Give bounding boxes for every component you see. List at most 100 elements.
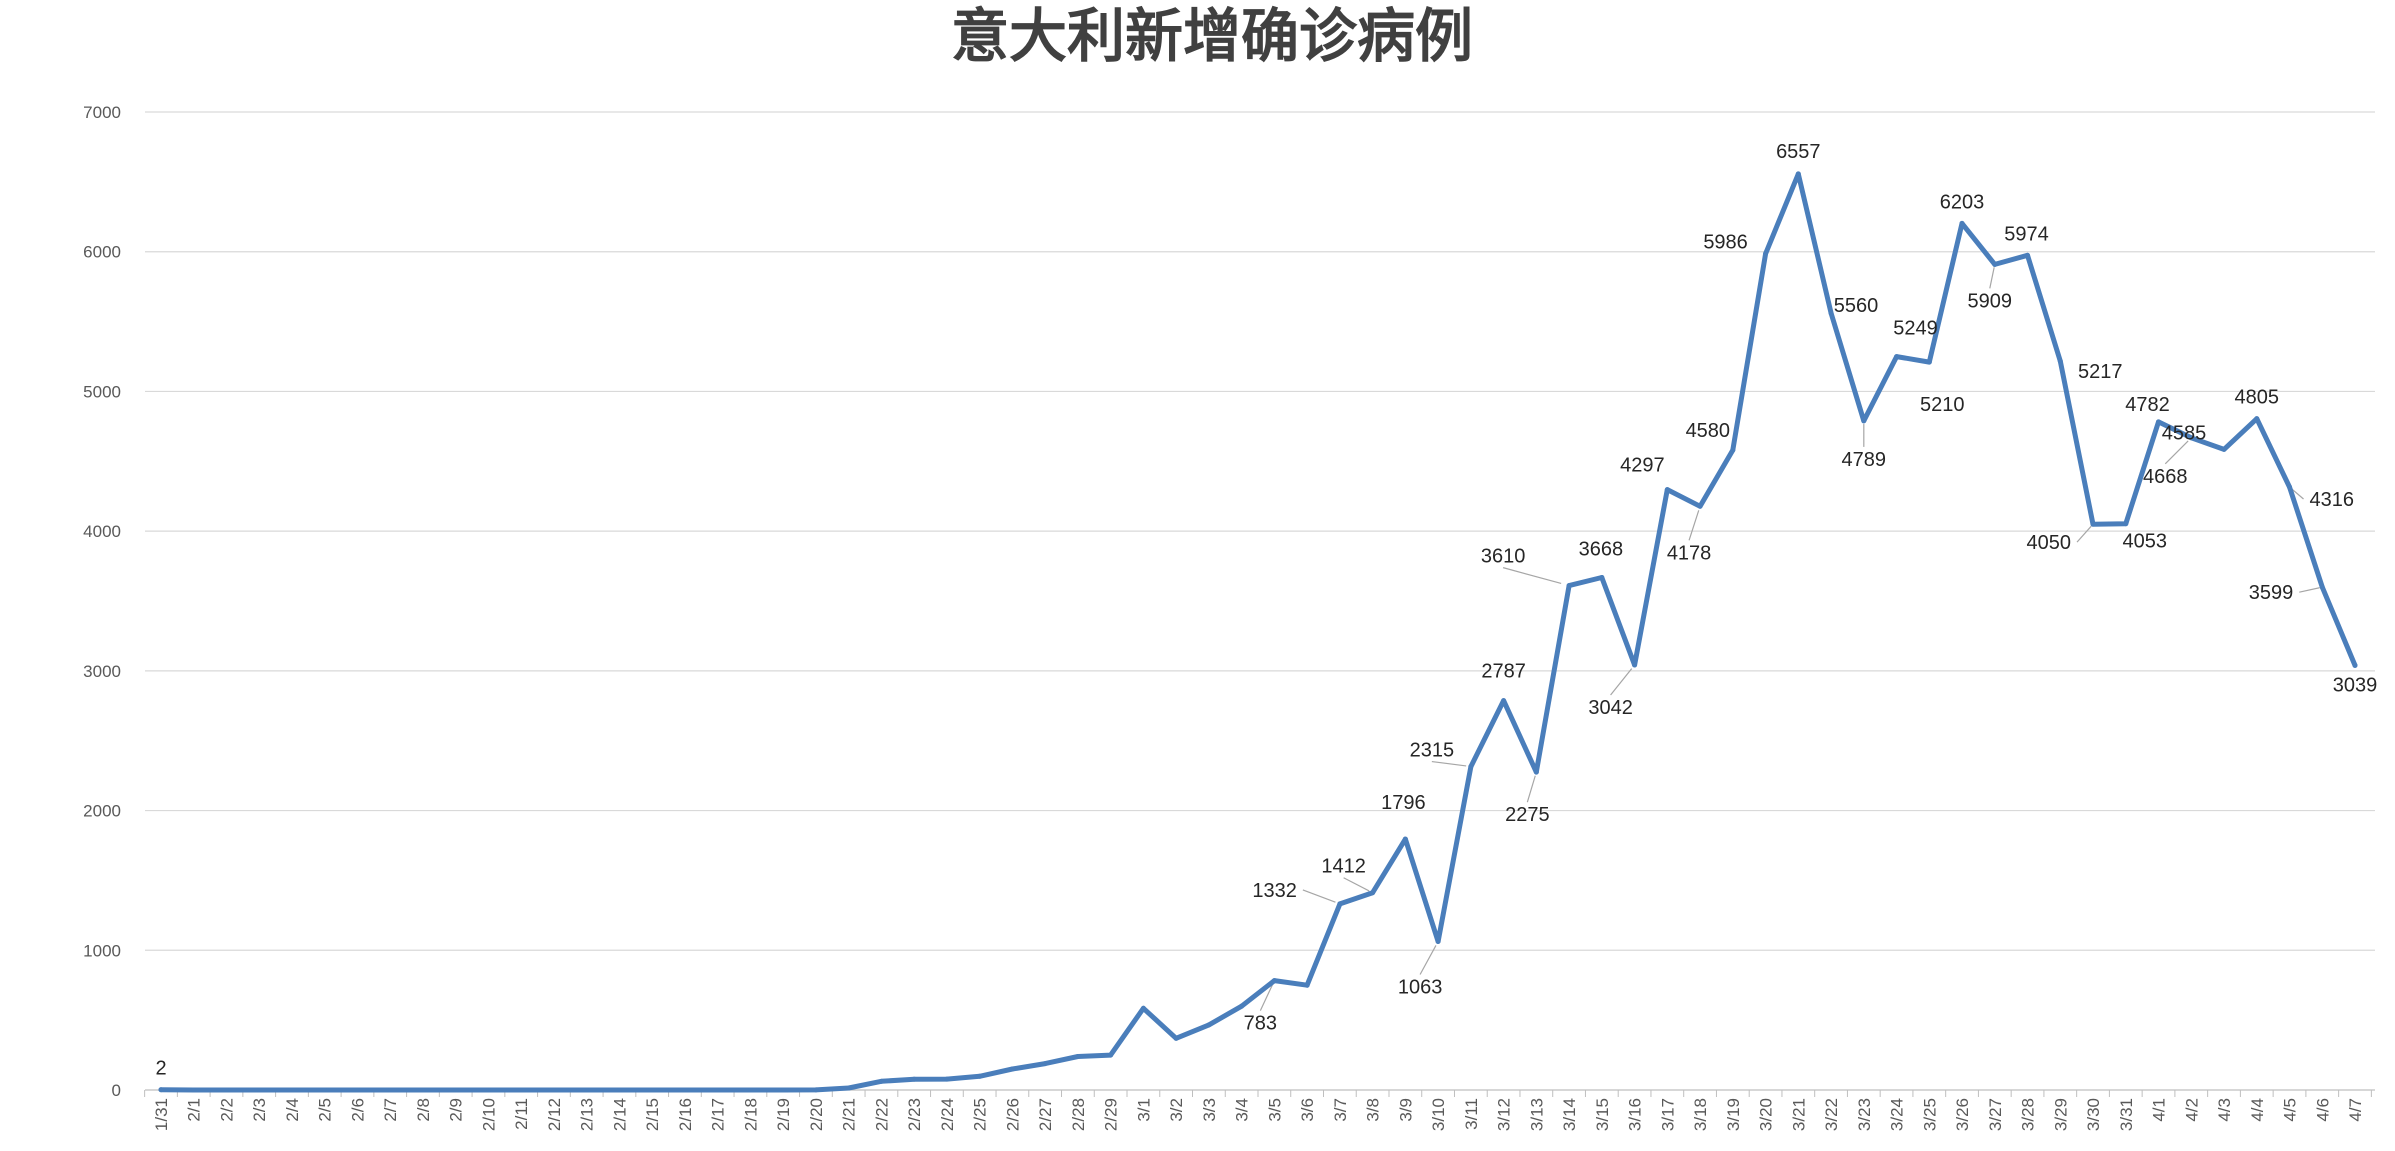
data-label: 4316: [2310, 489, 2355, 511]
data-point: [1533, 769, 1539, 775]
label-leader-line: [1431, 760, 1467, 767]
data-point: [1926, 359, 1932, 365]
data-point: [1435, 938, 1441, 944]
data-point: [1763, 251, 1769, 257]
data-label: 3599: [2249, 582, 2294, 604]
data-label: 2315: [1410, 740, 1455, 762]
data-point: [1894, 354, 1900, 360]
data-point: [322, 1087, 328, 1093]
y-tick-label: 5000: [83, 382, 121, 401]
x-tick-label: 3/12: [1495, 1098, 1514, 1131]
data-point: [223, 1087, 229, 1093]
x-tick-label: 3/24: [1888, 1098, 1907, 1131]
x-tick-label: 3/20: [1757, 1098, 1776, 1131]
x-tick-label: 3/21: [1789, 1098, 1808, 1131]
data-point: [158, 1087, 164, 1093]
x-tick-label: 2/20: [807, 1098, 826, 1131]
data-label: 1063: [1398, 976, 1443, 998]
x-tick-label: 2/11: [512, 1098, 531, 1130]
data-label: 5560: [1834, 295, 1879, 317]
data-point: [1795, 171, 1801, 177]
data-point: [1468, 764, 1474, 770]
data-label: 3039: [2333, 674, 2378, 696]
data-point: [682, 1087, 688, 1093]
data-point: [1239, 1003, 1245, 1009]
data-point: [1206, 1022, 1212, 1028]
x-tick-label: 2/5: [316, 1098, 335, 1122]
data-point: [485, 1087, 491, 1093]
data-point: [1075, 1053, 1081, 1059]
x-tick-label: 2/16: [676, 1098, 695, 1131]
y-tick-label: 2000: [83, 802, 121, 821]
x-tick-label: 3/18: [1691, 1098, 1710, 1131]
x-tick-label: 3/17: [1658, 1098, 1677, 1131]
data-point: [1664, 487, 1670, 493]
x-tick-label: 3/22: [1822, 1098, 1841, 1131]
x-tick-label: 2/2: [217, 1098, 236, 1122]
data-point: [2188, 435, 2194, 441]
x-tick-label: 3/27: [1986, 1098, 2005, 1131]
label-leader-lines: [1259, 267, 2320, 1011]
data-label: 2787: [1481, 661, 1526, 683]
data-label: 4782: [2125, 394, 2170, 416]
data-point: [2254, 416, 2260, 422]
label-leader-line: [1526, 775, 1536, 803]
data-point: [1501, 698, 1507, 704]
x-tick-label: 4/5: [2281, 1098, 2300, 1122]
x-tick-label: 3/5: [1265, 1098, 1284, 1122]
data-point: [977, 1073, 983, 1079]
data-point: [584, 1087, 590, 1093]
x-tick-label: 3/3: [1200, 1098, 1219, 1122]
data-point: [1009, 1066, 1015, 1072]
x-tick-label: 3/4: [1233, 1098, 1252, 1122]
x-tick-label: 3/11: [1462, 1098, 1481, 1130]
data-point: [354, 1087, 360, 1093]
data-label: 2: [155, 1058, 166, 1080]
data-point: [1042, 1061, 1048, 1067]
x-tick-label: 2/6: [348, 1098, 367, 1122]
label-leader-line: [1259, 983, 1274, 1011]
data-label: 4050: [2027, 532, 2072, 554]
y-tick-label: 7000: [83, 103, 121, 122]
x-tick-label: 2/1: [185, 1098, 204, 1122]
x-tick-label: 4/2: [2182, 1098, 2201, 1122]
label-leader-line: [2164, 440, 2189, 465]
y-axis: 0 1000 2000 3000 4000 5000 6000 7000: [83, 103, 121, 1100]
data-point: [387, 1087, 393, 1093]
x-tick-label: 2/18: [741, 1098, 760, 1131]
data-label: 1332: [1252, 880, 1297, 902]
data-label: 4053: [2123, 531, 2168, 553]
x-tick-label: 3/1: [1134, 1098, 1153, 1122]
data-point: [1992, 261, 1998, 267]
label-leader-line: [1302, 889, 1336, 903]
data-point: [420, 1087, 426, 1093]
x-tick-label: 2/25: [971, 1098, 990, 1131]
data-point: [813, 1087, 819, 1093]
data-point: [2156, 419, 2162, 425]
data-label: 4668: [2143, 466, 2188, 488]
x-tick-label: 2/9: [447, 1098, 466, 1122]
data-point: [1140, 1005, 1146, 1011]
y-tick-label: 4000: [83, 522, 121, 541]
x-tick-label: 3/14: [1560, 1098, 1579, 1131]
series-line: [158, 171, 2358, 1093]
data-label: 4789: [1842, 449, 1887, 471]
x-tick-label: 3/23: [1855, 1098, 1874, 1131]
x-tick-label: 2/15: [643, 1098, 662, 1131]
y-tick-label: 6000: [83, 243, 121, 262]
x-tick-label: 2/29: [1102, 1098, 1121, 1131]
x-tick-label: 3/30: [2084, 1098, 2103, 1131]
gridlines: [145, 111, 2375, 951]
data-label: 5974: [2004, 223, 2049, 245]
data-point: [1271, 978, 1277, 984]
x-tick-label: 3/2: [1167, 1098, 1186, 1122]
data-label: 4178: [1667, 542, 1712, 564]
data-point: [1861, 418, 1867, 424]
data-label: 6203: [1940, 191, 1985, 213]
data-point: [1697, 503, 1703, 509]
data-point: [453, 1087, 459, 1093]
x-tick-label: 3/31: [2117, 1098, 2136, 1131]
data-label: 4805: [2235, 387, 2280, 409]
data-label: 5210: [1920, 394, 1965, 416]
data-point: [944, 1076, 950, 1082]
